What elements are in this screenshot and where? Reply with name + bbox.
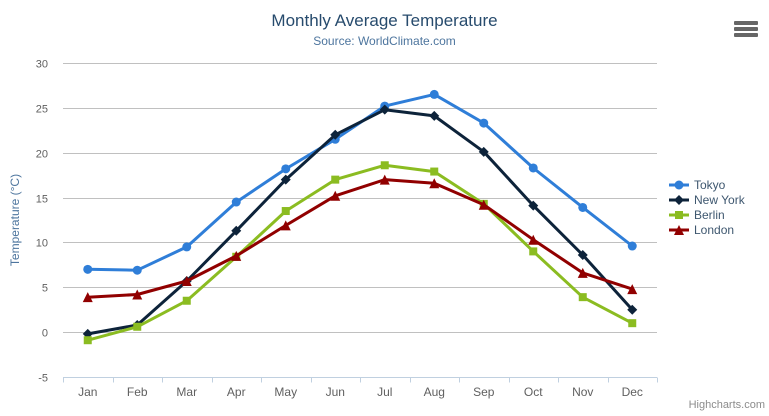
data-point-tokyo[interactable] [528, 163, 538, 173]
data-point-berlin[interactable] [182, 296, 191, 305]
x-axis-label: Nov [572, 385, 593, 399]
data-point-berlin[interactable] [578, 293, 587, 302]
y-axis-label: 5 [42, 283, 48, 295]
data-point-new-york[interactable] [478, 146, 489, 157]
data-point-berlin[interactable] [380, 161, 389, 170]
data-point-london[interactable] [132, 289, 143, 300]
y-axis-label: 20 [36, 149, 48, 161]
data-point-tokyo[interactable] [479, 118, 489, 128]
data-point-london[interactable] [627, 284, 638, 295]
london-legend-symbol[interactable] [674, 225, 684, 235]
hamburger-icon [734, 27, 758, 31]
export-menu-button[interactable] [734, 21, 758, 37]
data-point-london[interactable] [429, 178, 440, 189]
tokyo-legend-symbol[interactable] [674, 180, 684, 190]
x-axis-label: Aug [424, 385, 445, 399]
x-axis-label: Jul [377, 385, 392, 399]
data-point-berlin[interactable] [529, 247, 538, 256]
data-point-tokyo[interactable] [281, 164, 291, 174]
data-point-new-york[interactable] [429, 110, 440, 121]
data-point-tokyo[interactable] [83, 264, 93, 274]
data-point-new-york[interactable] [627, 304, 638, 315]
legend-item-london[interactable]: London [669, 223, 745, 237]
new-york-legend-marker-icon [669, 195, 689, 205]
data-point-london[interactable] [478, 199, 489, 210]
data-point-london[interactable] [379, 174, 390, 185]
y-axis-label: -5 [38, 373, 48, 385]
x-axis-label: Dec [622, 385, 643, 399]
data-point-tokyo[interactable] [578, 202, 588, 212]
tokyo-legend-marker-icon [669, 180, 689, 190]
data-point-berlin[interactable] [628, 319, 637, 328]
data-point-london[interactable] [528, 234, 539, 245]
new-york-legend-symbol[interactable] [674, 195, 684, 205]
data-point-tokyo[interactable] [429, 89, 439, 99]
data-point-new-york[interactable] [379, 104, 390, 115]
y-axis-label: 25 [36, 104, 48, 116]
data-point-new-york[interactable] [577, 249, 588, 260]
legend-item-berlin[interactable]: Berlin [669, 208, 745, 222]
legend-label: London [694, 223, 735, 237]
data-point-tokyo[interactable] [182, 242, 192, 252]
y-axis-title: Temperature (°C) [8, 174, 22, 266]
x-axis-label: Jun [326, 385, 345, 399]
data-point-berlin[interactable] [331, 175, 340, 184]
y-axis-label: 15 [36, 194, 48, 206]
data-point-london[interactable] [280, 220, 291, 231]
credits-link[interactable]: Highcharts.com [688, 399, 765, 411]
data-point-tokyo[interactable] [231, 197, 241, 207]
hamburger-icon [734, 21, 758, 25]
series-london [82, 174, 638, 303]
legend-item-new-york[interactable]: New York [669, 193, 745, 207]
series-london-line [86, 178, 634, 299]
data-point-london[interactable] [330, 190, 341, 201]
x-axis-label: Jan [78, 385, 97, 399]
data-point-tokyo[interactable] [627, 241, 637, 251]
data-point-london[interactable] [577, 267, 588, 278]
data-point-london[interactable] [231, 250, 242, 261]
legend-label: Berlin [694, 208, 725, 222]
hamburger-icon [734, 33, 758, 37]
data-point-berlin[interactable] [83, 336, 92, 345]
data-point-berlin[interactable] [133, 322, 142, 331]
data-point-new-york[interactable] [280, 174, 291, 185]
x-axis-label: Mar [176, 385, 197, 399]
data-point-tokyo[interactable] [132, 265, 142, 275]
x-axis-label: Feb [127, 385, 148, 399]
data-point-berlin[interactable] [281, 207, 290, 216]
chart-title: Monthly Average Temperature [271, 11, 498, 30]
y-axis-label: 10 [36, 238, 48, 250]
x-axis-label: Apr [227, 385, 246, 399]
x-axis-label: Oct [524, 385, 543, 399]
series-new-york [82, 104, 638, 339]
data-point-berlin[interactable] [430, 167, 439, 176]
data-point-london[interactable] [181, 276, 192, 287]
data-point-new-york[interactable] [231, 225, 242, 236]
series-tokyo [83, 89, 637, 275]
x-axis-label: Sep [473, 385, 495, 399]
berlin-legend-symbol[interactable] [675, 211, 683, 219]
series-new-york-line [86, 108, 634, 336]
data-point-london[interactable] [82, 292, 93, 303]
berlin-legend-marker-icon [669, 211, 689, 219]
y-axis-label: 30 [36, 59, 48, 71]
y-axis-label: 0 [42, 328, 48, 340]
legend-item-tokyo[interactable]: Tokyo [669, 178, 745, 192]
legend-label: Tokyo [694, 178, 726, 192]
data-point-new-york[interactable] [330, 129, 341, 140]
data-point-new-york[interactable] [528, 200, 539, 211]
chart-subtitle: Source: WorldClimate.com [313, 34, 456, 48]
x-axis-label: May [274, 385, 297, 399]
legend-label: New York [694, 193, 745, 207]
london-legend-marker-icon [669, 225, 689, 235]
legend: Tokyo New York Berlin London [669, 178, 745, 237]
series-berlin-line [86, 163, 634, 342]
